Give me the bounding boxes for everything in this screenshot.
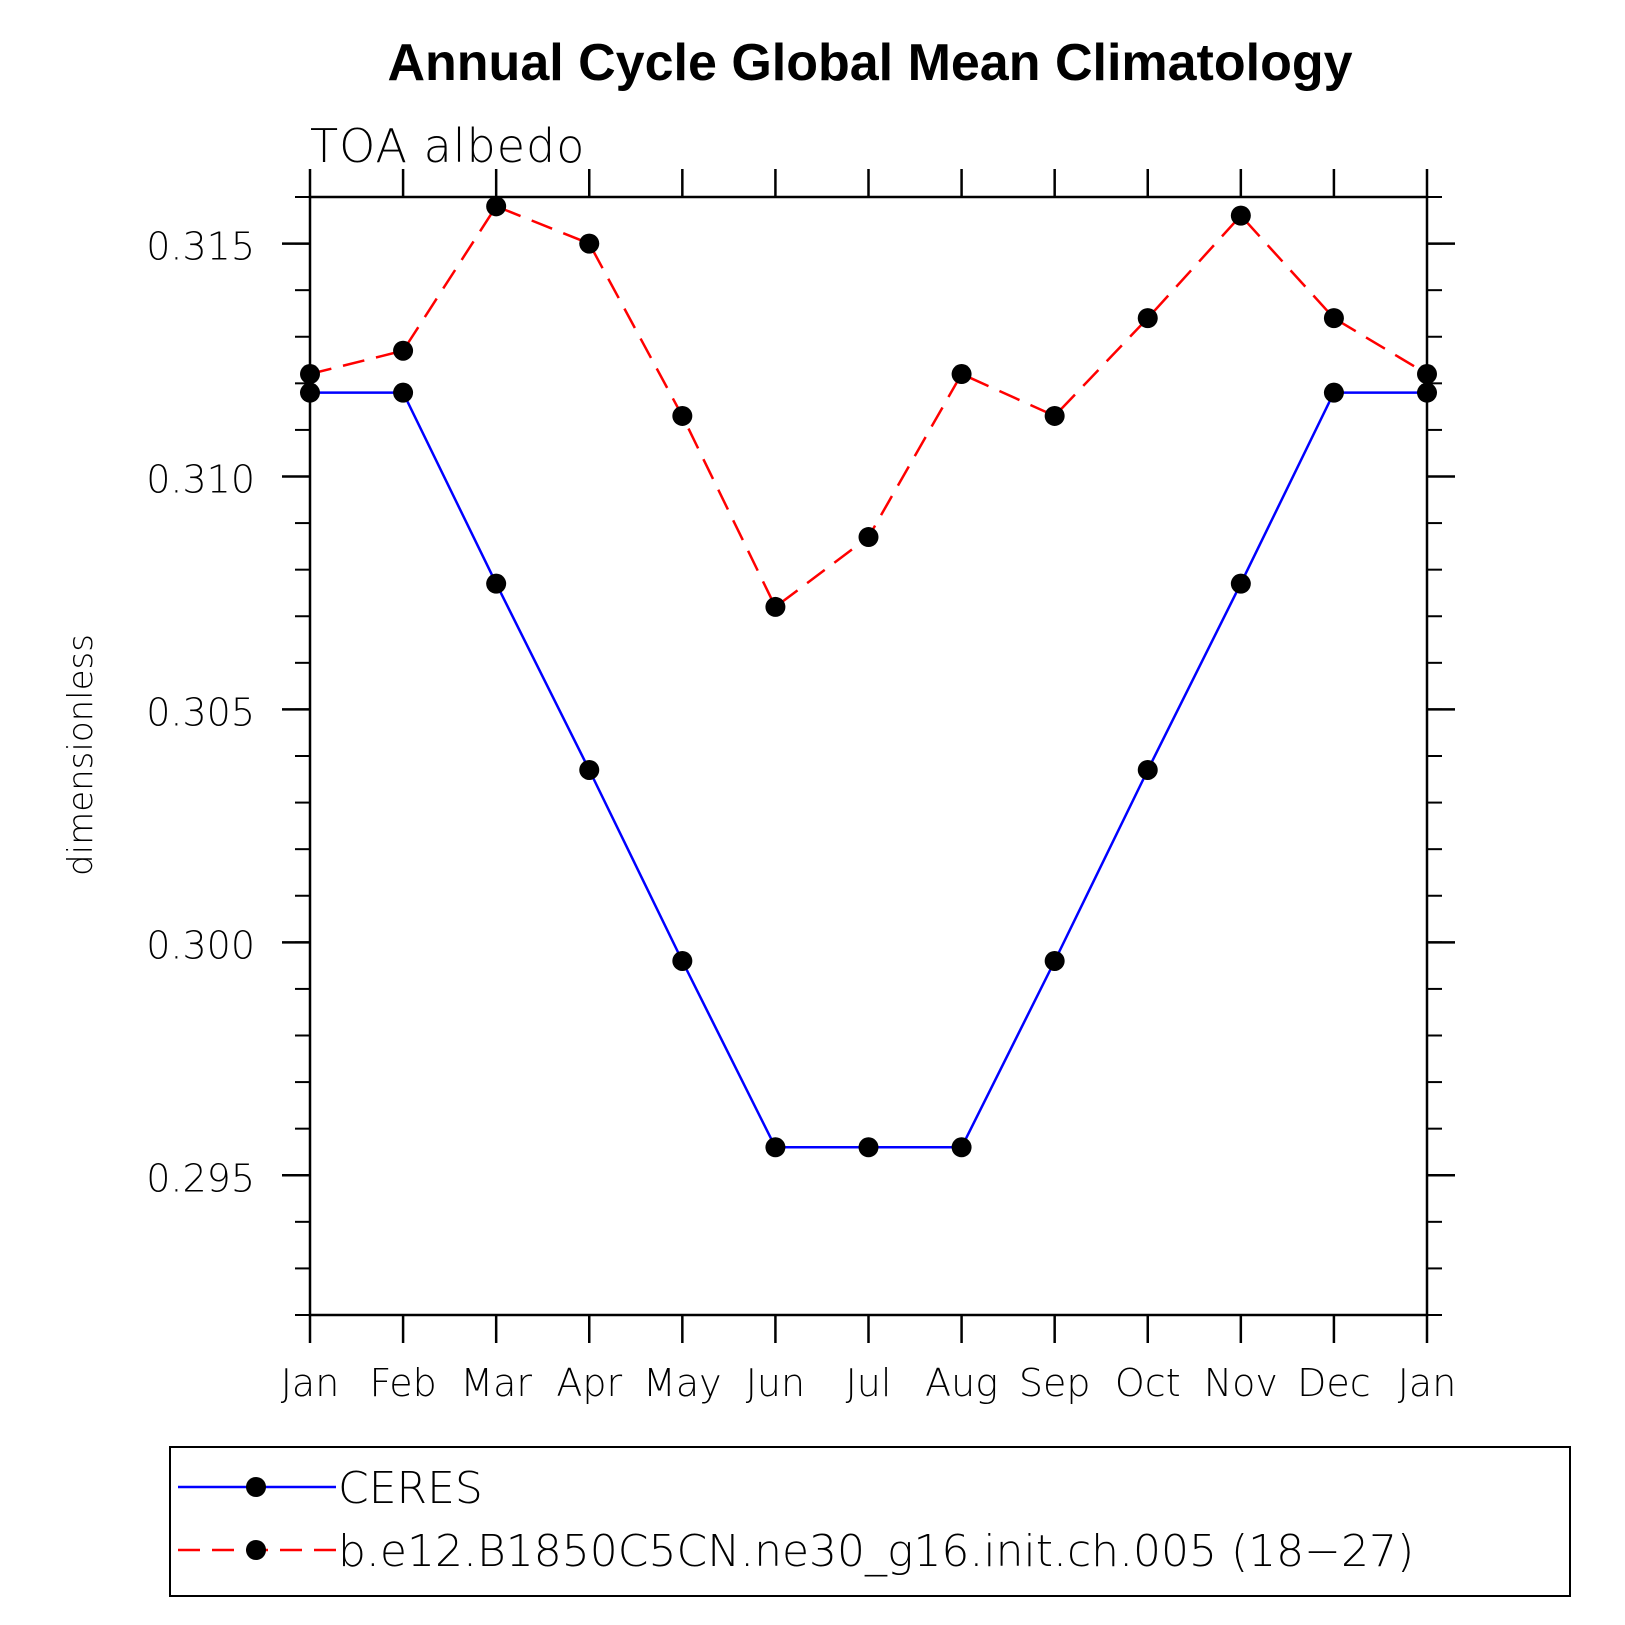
- series-2-point: [393, 340, 414, 361]
- y-tick-label: 0.310: [146, 458, 255, 502]
- x-tick-label: Nov: [1204, 1361, 1278, 1405]
- x-tick-label: Oct: [1115, 1361, 1181, 1405]
- series-2-point: [1323, 308, 1344, 329]
- legend: CERES b.e12.B1850C5CN.ne30_g16.init.ch.00…: [178, 1463, 1414, 1577]
- legend-box: [169, 1446, 1571, 1597]
- series-1-point: [765, 1137, 786, 1158]
- x-tick-label: Mar: [460, 1361, 532, 1405]
- series-1-point: [579, 759, 600, 780]
- series-2-point: [1044, 405, 1065, 426]
- series-2-point: [951, 364, 972, 385]
- series-2-point: [858, 527, 879, 548]
- series-1-point: [1417, 382, 1437, 403]
- series-2-point: [672, 405, 693, 426]
- x-tick-label: Feb: [369, 1361, 436, 1405]
- series-1-point: [951, 1137, 972, 1158]
- series-2-point: [1230, 205, 1251, 226]
- legend-swatch-marker-1: [246, 1477, 266, 1497]
- legend-label-2: b.e12.B1850C5CN.ne30_g16.init.ch.005 (18…: [338, 1526, 1414, 1577]
- series-1-point: [1323, 382, 1344, 403]
- chart-subtitle: TOA albedo: [310, 119, 585, 173]
- x-tick-label: Aug: [925, 1361, 998, 1405]
- series-1-point: [1044, 950, 1065, 971]
- series-1-point: [1137, 759, 1158, 780]
- legend-swatch-marker-2: [246, 1540, 266, 1560]
- y-tick-label: 0.295: [146, 1156, 255, 1200]
- x-tick-label: Jan: [1398, 1361, 1457, 1405]
- series-2-point: [1137, 308, 1158, 329]
- series-2-point: [486, 196, 507, 217]
- series-1-point: [858, 1137, 879, 1158]
- axes: Jan Feb Mar Apr May Jun Jul Aug Sep Oct Nov Dec Jan 0…: [146, 169, 1456, 1405]
- series-2-point: [765, 596, 786, 617]
- series-1-point: [672, 950, 693, 971]
- x-tick-label: Jun: [746, 1361, 805, 1405]
- y-tick-label: 0.300: [146, 923, 255, 967]
- x-tick-label: Sep: [1019, 1361, 1091, 1405]
- series-1-point: [300, 382, 320, 403]
- series-2-point: [300, 364, 320, 385]
- series-line-1: [310, 391, 1427, 1149]
- series-1-point: [486, 573, 507, 594]
- y-tick-label: 0.305: [146, 690, 255, 734]
- x-tick-label: Jul: [846, 1361, 892, 1405]
- series-1-point: [393, 382, 414, 403]
- x-tick-label: Apr: [556, 1361, 622, 1405]
- legend-label-1: CERES: [338, 1463, 483, 1514]
- x-tick-label: Dec: [1297, 1361, 1371, 1405]
- series-2-point: [579, 233, 600, 254]
- y-axis-label: dimensionless: [61, 634, 101, 876]
- series-layer: [300, 196, 1437, 1158]
- x-tick-label: Jan: [281, 1361, 340, 1405]
- y-tick-label: 0.315: [146, 225, 255, 269]
- x-tick-label: May: [643, 1361, 722, 1405]
- series-1-point: [1230, 573, 1251, 594]
- series-2-point: [1417, 364, 1437, 385]
- chart-title: Annual Cycle Global Mean Climatology: [387, 34, 1352, 92]
